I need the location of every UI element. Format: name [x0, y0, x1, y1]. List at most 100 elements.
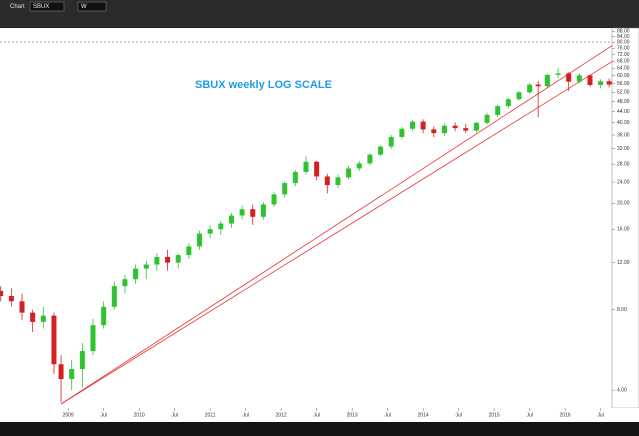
y-tick-label: 68.00 — [617, 59, 630, 65]
status-bar — [0, 422, 639, 436]
candle-body — [58, 364, 64, 380]
candle-body — [535, 84, 541, 87]
plot-area — [0, 28, 612, 408]
symbol[interactable]: SBUX — [33, 4, 49, 10]
y-tick-label: 84.00 — [617, 34, 630, 40]
candle-body — [346, 168, 352, 178]
x-tick-label: 2009 — [63, 412, 74, 418]
x-tick-label: 2010 — [134, 412, 145, 418]
candle-body — [292, 171, 298, 184]
y-tick-label: 88.00 — [617, 29, 630, 35]
y-tick-label: 24.00 — [617, 179, 630, 185]
x-tick-label: 2011 — [205, 412, 216, 418]
candle-body — [516, 92, 522, 100]
y-tick-label: 44.00 — [617, 109, 630, 115]
y-tick-label: 36.00 — [617, 132, 630, 138]
candle-body — [356, 163, 362, 169]
candle-body — [399, 128, 405, 137]
y-tick-label: 48.00 — [617, 99, 630, 105]
candle-body — [378, 146, 384, 155]
candle-body — [282, 183, 288, 195]
candle-body — [218, 223, 224, 230]
chart-title: SBUX weekly LOG SCALE — [195, 79, 332, 91]
y-tick-label: 12.00 — [617, 260, 630, 266]
window-title: Chart — [10, 4, 25, 10]
candle-body — [175, 255, 181, 263]
candle-body — [409, 121, 415, 129]
candle-body — [207, 229, 213, 234]
candle-body — [463, 128, 469, 131]
trendline — [60, 45, 613, 405]
candle-body — [566, 73, 572, 82]
candle-body — [165, 256, 171, 263]
candle-body — [51, 315, 57, 365]
candle-body — [111, 286, 117, 307]
candle-body — [367, 154, 373, 164]
x-tick-label: 2013 — [347, 412, 358, 418]
y-tick-label: 64.00 — [617, 66, 630, 72]
candle-body — [303, 161, 309, 172]
x-tick-label: 2016 — [560, 412, 571, 418]
candle-body — [40, 315, 46, 322]
candle-body — [186, 246, 192, 256]
candle-body — [441, 125, 447, 134]
y-tick-label: 8.00 — [617, 307, 627, 313]
y-tick-label: 4.00 — [617, 387, 627, 393]
candle-body — [473, 122, 479, 131]
y-tick-label: 16.00 — [617, 227, 630, 233]
candle-body — [484, 114, 490, 123]
x-tick-label: 2012 — [276, 412, 287, 418]
interval-box[interactable] — [77, 1, 107, 12]
candle-body — [0, 290, 4, 296]
candle-body — [154, 256, 160, 265]
candle-body — [324, 176, 330, 186]
candle-body — [101, 306, 107, 326]
candle-body — [271, 194, 277, 205]
candle-body — [250, 209, 256, 217]
candle-body — [314, 161, 320, 177]
candle-body — [79, 351, 85, 369]
y-tick-label: 20.00 — [617, 201, 630, 207]
y-tick-label: 72.00 — [617, 52, 630, 58]
candle-body — [420, 121, 426, 130]
drawing-toolbar — [0, 13, 639, 27]
y-tick-label: 76.00 — [617, 46, 630, 52]
candle-body — [388, 136, 394, 147]
candle-body — [576, 75, 582, 82]
y-tick-label: 80.00 — [617, 40, 630, 46]
candle-body — [69, 368, 75, 380]
candle-body — [527, 84, 533, 93]
candle-body — [260, 204, 266, 217]
candle-body — [606, 81, 612, 85]
candle-body — [30, 312, 36, 322]
candle-body — [143, 264, 149, 269]
toolbar — [0, 0, 639, 13]
y-tick-label: 32.00 — [617, 146, 630, 152]
x-tick-label: Jul — [313, 412, 319, 418]
y-axis-panel — [611, 27, 639, 409]
x-tick-label: Jul — [171, 412, 177, 418]
candle-body — [335, 177, 341, 186]
candle-body — [133, 268, 139, 280]
candle-body — [587, 75, 593, 85]
candle-body — [90, 325, 96, 352]
x-tick-label: Jul — [100, 412, 106, 418]
interval[interactable]: W — [81, 4, 87, 10]
candle-body — [505, 99, 511, 107]
y-tick-label: 60.00 — [617, 73, 630, 79]
candle-body — [8, 295, 14, 302]
candle-body — [555, 73, 561, 75]
candle-body — [544, 74, 550, 87]
x-tick-label: Jul — [526, 412, 532, 418]
trendline — [60, 61, 613, 405]
candle-body — [431, 129, 437, 134]
y-tick-label: 52.00 — [617, 90, 630, 96]
x-tick-label: Jul — [597, 412, 603, 418]
x-tick-label: 2015 — [489, 412, 500, 418]
symbol-box[interactable] — [29, 1, 65, 12]
candle-body — [228, 215, 234, 224]
y-tick-label: 56.00 — [617, 81, 630, 87]
candle-body — [122, 279, 128, 287]
x-tick-label: Jul — [455, 412, 461, 418]
